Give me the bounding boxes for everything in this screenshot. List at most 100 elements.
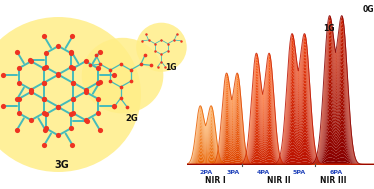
Point: [70, 97, 76, 100]
Point: [95, 81, 101, 84]
Point: [70, 143, 76, 146]
Point: [83, 119, 89, 122]
Text: 3G: 3G: [55, 160, 70, 170]
Point: [16, 67, 22, 70]
Point: [27, 59, 33, 62]
Point: [70, 67, 76, 70]
Point: [117, 63, 123, 66]
Point: [43, 52, 49, 55]
Point: [70, 81, 76, 84]
Point: [55, 45, 61, 48]
Point: [95, 97, 101, 100]
Point: [162, 65, 168, 68]
Point: [41, 81, 47, 84]
Point: [55, 106, 61, 109]
Point: [55, 73, 61, 76]
Point: [43, 113, 49, 116]
Point: [83, 88, 89, 91]
Point: [28, 88, 34, 91]
Point: [68, 52, 74, 55]
Point: [55, 105, 61, 108]
Point: [171, 39, 177, 42]
Point: [14, 50, 20, 53]
Point: [70, 112, 76, 115]
Text: 1G: 1G: [324, 24, 335, 33]
Point: [117, 97, 123, 100]
Text: NIR III: NIR III: [320, 176, 346, 185]
Point: [41, 97, 47, 100]
Point: [87, 64, 93, 67]
Point: [111, 105, 117, 108]
Point: [143, 33, 149, 36]
Point: [43, 66, 49, 69]
Point: [159, 39, 165, 42]
Point: [138, 63, 144, 66]
Text: 1G: 1G: [165, 63, 177, 72]
Point: [95, 112, 101, 115]
Point: [41, 35, 47, 38]
Point: [16, 81, 22, 84]
Point: [55, 134, 61, 137]
Text: 5PA: 5PA: [292, 170, 306, 175]
Point: [145, 39, 151, 42]
Point: [68, 127, 74, 130]
Point: [159, 53, 165, 56]
Point: [14, 128, 20, 131]
Point: [139, 39, 145, 42]
Point: [148, 64, 154, 67]
Point: [55, 73, 61, 76]
Point: [152, 49, 158, 52]
Point: [159, 60, 165, 63]
Point: [96, 50, 102, 53]
Point: [83, 120, 89, 123]
Point: [128, 80, 134, 83]
Point: [16, 97, 22, 100]
Point: [68, 50, 74, 53]
Text: 0G: 0G: [363, 5, 374, 14]
Point: [14, 98, 20, 101]
Point: [41, 97, 47, 100]
Point: [16, 112, 22, 115]
Point: [70, 81, 76, 84]
Point: [41, 112, 47, 115]
Text: NIR II: NIR II: [267, 176, 291, 185]
Point: [111, 74, 117, 77]
Point: [41, 143, 47, 146]
Text: 6PA: 6PA: [330, 170, 343, 175]
Point: [95, 67, 101, 70]
Point: [28, 119, 34, 122]
Point: [28, 60, 34, 63]
Point: [41, 67, 47, 70]
Point: [0, 74, 6, 77]
Point: [42, 128, 48, 131]
Point: [83, 90, 89, 93]
Point: [178, 39, 184, 42]
Point: [107, 68, 113, 71]
Point: [96, 81, 102, 84]
Point: [165, 42, 171, 45]
Point: [70, 35, 76, 38]
Ellipse shape: [82, 38, 163, 113]
Point: [0, 105, 6, 108]
Text: 4PA: 4PA: [257, 170, 270, 175]
Text: 2G: 2G: [126, 114, 139, 123]
Text: NIR I: NIR I: [205, 176, 226, 185]
Point: [152, 42, 158, 45]
Point: [43, 127, 49, 130]
Text: 3PA: 3PA: [226, 170, 239, 175]
Point: [111, 105, 117, 108]
Point: [28, 90, 34, 93]
Ellipse shape: [0, 17, 141, 172]
Point: [142, 53, 148, 57]
Point: [93, 53, 99, 57]
Point: [68, 113, 74, 116]
Point: [68, 66, 74, 69]
Text: 2PA: 2PA: [199, 170, 212, 175]
Point: [174, 33, 180, 36]
Point: [97, 63, 103, 66]
Point: [70, 97, 76, 100]
Point: [107, 80, 113, 83]
Point: [165, 49, 171, 52]
Point: [154, 65, 160, 68]
Point: [96, 128, 102, 131]
